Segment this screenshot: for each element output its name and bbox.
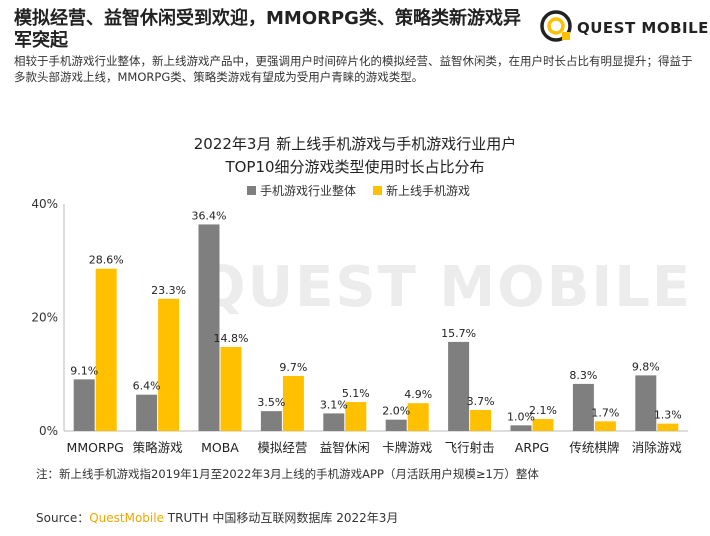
questmobile-logo: QUEST MOBILE xyxy=(540,10,708,46)
x-tick-label: 消除游戏 xyxy=(632,440,682,455)
value-label: 28.6% xyxy=(89,254,124,267)
x-tick-label: 卡牌游戏 xyxy=(382,440,432,455)
value-label: 4.9% xyxy=(404,388,432,401)
value-label: 1.0% xyxy=(507,410,535,423)
footnote: 注：新上线手机游戏指2019年1月至2022年3月上线的手机游戏APP（月活跃用… xyxy=(36,467,539,481)
x-tick-label: 策略游戏 xyxy=(133,440,183,455)
legend-swatch-new xyxy=(373,186,382,195)
source-rest: TRUTH 中国移动互联网数据库 2022年3月 xyxy=(163,511,399,525)
value-label: 14.8% xyxy=(214,332,249,345)
y-tick-label: 20% xyxy=(31,311,58,325)
bar-new xyxy=(407,403,429,431)
value-label: 36.4% xyxy=(192,209,227,222)
bar-industry xyxy=(73,379,95,431)
x-tick-label: 飞行射击 xyxy=(445,440,495,455)
value-label: 9.1% xyxy=(70,364,98,377)
bar-industry xyxy=(635,375,657,431)
page-headline: 模拟经营、益智休闲受到欢迎，MMORPG类、策略类新游戏异军突起 xyxy=(14,8,521,51)
chart-value-labels: 9.1% 28.6% 6.4% 23.3% 36.4% 14.8% 3.5% 9.7% 3.1%… xyxy=(70,209,682,423)
bar-new xyxy=(282,375,304,431)
value-label: 3.1% xyxy=(320,398,348,411)
x-tick-label: ARPG xyxy=(515,440,549,455)
questmobile-logo-icon xyxy=(540,10,572,42)
value-label: 1.3% xyxy=(654,409,682,422)
value-label: 1.7% xyxy=(591,406,619,419)
chart-x-tick-labels: MMORPG 策略游戏 MOBA 模拟经营 益智休闲 卡牌游戏 飞行射击 ARPG 传统棋牌 消除… xyxy=(67,440,682,455)
y-tick-label: 40% xyxy=(31,197,58,211)
y-tick-label: 0% xyxy=(39,424,58,438)
chart-bars xyxy=(73,224,679,431)
bar-industry xyxy=(323,413,345,431)
page-description: 相较于手机游戏行业整体，新上线游戏产品中，更强调用户时间碎片化的模拟经营、益智休… xyxy=(14,54,693,84)
value-label: 3.5% xyxy=(257,396,285,409)
source-brand: QuestMobile xyxy=(89,511,164,525)
value-label: 15.7% xyxy=(441,327,476,340)
x-tick-label: 益智休闲 xyxy=(320,440,370,455)
value-label: 9.7% xyxy=(279,361,307,374)
chart-subtitle: TOP10细分游戏类型使用时长占比分布 xyxy=(224,158,484,176)
source-prefix: Source： xyxy=(36,511,90,525)
x-tick-label: MMORPG xyxy=(67,440,124,455)
chart-legend: 手机游戏行业整体 新上线手机游戏 xyxy=(247,183,470,198)
bar-new xyxy=(220,347,242,431)
x-tick-label: 模拟经营 xyxy=(257,440,307,455)
value-label: 8.3% xyxy=(569,369,597,382)
legend-label-new: 新上线手机游戏 xyxy=(386,183,470,198)
value-label: 3.7% xyxy=(467,395,495,408)
bar-new xyxy=(158,298,180,431)
legend-label-industry: 手机游戏行业整体 xyxy=(260,183,356,198)
x-tick-label: MOBA xyxy=(201,440,239,455)
value-label: 6.4% xyxy=(133,380,161,393)
bar-industry xyxy=(448,341,470,431)
bar-new xyxy=(532,419,554,431)
value-label: 2.0% xyxy=(382,405,410,418)
bar-new xyxy=(657,423,679,431)
bar-industry xyxy=(260,411,282,431)
bar-new xyxy=(470,410,492,431)
bar-industry xyxy=(198,224,220,431)
logo-text: QUEST MOBILE xyxy=(577,19,709,37)
bar-new xyxy=(594,421,616,431)
value-label: 9.8% xyxy=(632,360,660,373)
bar-industry xyxy=(572,383,594,431)
value-label: 5.1% xyxy=(342,387,370,400)
value-label: 2.1% xyxy=(529,404,557,417)
value-label: 23.3% xyxy=(151,284,186,297)
bar-industry xyxy=(385,419,407,431)
chart-title: 2022年3月 新上线手机游戏与手机游戏行业用户 xyxy=(194,135,517,153)
x-tick-label: 传统棋牌 xyxy=(569,440,619,455)
bar-new xyxy=(95,268,117,431)
bar-industry xyxy=(510,425,532,431)
legend-swatch-industry xyxy=(247,186,256,195)
bar-new xyxy=(345,402,367,431)
bar-industry xyxy=(136,394,158,431)
source-line: Source：QuestMobile TRUTH 中国移动互联网数据库 2022… xyxy=(36,509,398,526)
watermark-text: QUEST MOBILE xyxy=(198,255,693,320)
